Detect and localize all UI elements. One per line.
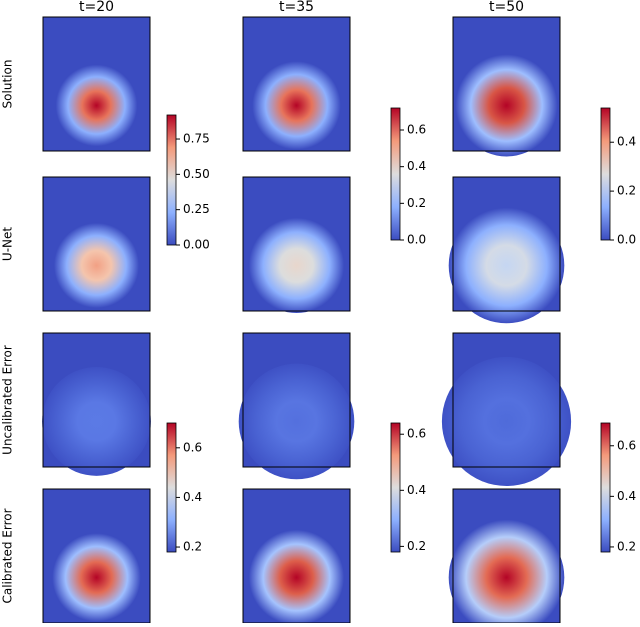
colorbar-tick-label: 0.6: [183, 440, 202, 454]
colorbar: [166, 114, 177, 246]
colorbar-tick-label: 0.2: [407, 539, 426, 553]
row-label: U-Net: [1, 227, 15, 261]
panel-frame: [42, 16, 151, 152]
colorbar-tick-label: 0.2: [617, 184, 636, 198]
colorbar-tick-label: 0.50: [183, 167, 210, 181]
panel-frame: [452, 176, 561, 312]
colorbar: [390, 107, 401, 241]
colorbar: [600, 107, 611, 241]
heatmap-blob: [441, 356, 572, 487]
heatmap-blob: [54, 222, 139, 308]
colorbar-tick-label: 0.6: [407, 123, 426, 137]
heatmap-blob: [42, 367, 151, 476]
colorbar-tick-label: 0.6: [617, 438, 636, 452]
panel-frame: [42, 332, 151, 468]
colorbar-tick-label: 0.2: [407, 196, 426, 210]
panel-frame: [242, 16, 351, 152]
colorbar-tick-label: 0.2: [617, 539, 636, 553]
colorbar-tick-label: 0.4: [617, 489, 636, 503]
heatmap-blob: [252, 61, 341, 150]
colorbar-tick-label: 0.25: [183, 202, 210, 216]
heatmap-blob: [455, 54, 558, 157]
panel-frame: [452, 332, 561, 468]
colorbar-tick-label: 0.0: [617, 233, 636, 247]
heatmap-blob: [238, 363, 355, 480]
colorbar-tick-label: 0.2: [183, 540, 202, 554]
row-label: Calibrated Error: [1, 508, 15, 603]
heatmap-blob: [248, 217, 345, 314]
heatmap-blob: [52, 533, 141, 622]
colorbar: [600, 422, 611, 553]
heatmap-blob: [448, 207, 565, 324]
colorbar-tick-label: 0.0: [407, 233, 426, 247]
colorbar: [390, 422, 401, 553]
colorbar-tick-label: 0.75: [183, 132, 210, 146]
colorbar-tick-label: 0.6: [407, 427, 426, 441]
heatmap-blob: [55, 64, 138, 147]
column-title: t=35: [279, 0, 314, 15]
panel-frame: [242, 332, 351, 468]
row-label: Uncalibrated Error: [1, 345, 15, 455]
colorbar-tick-label: 0.00: [183, 238, 210, 252]
panel-frame: [452, 16, 561, 152]
row-label: Solution: [1, 60, 15, 109]
column-title: t=50: [489, 0, 524, 15]
colorbar: [166, 422, 177, 553]
colorbar-tick-label: 0.4: [617, 135, 636, 149]
colorbar-tick-label: 0.4: [407, 483, 426, 497]
panel-frame: [42, 176, 151, 312]
column-title: t=20: [79, 0, 114, 15]
heatmap-blob: [448, 519, 565, 627]
panel-frame: [242, 176, 351, 312]
colorbar-tick-label: 0.4: [407, 159, 426, 173]
heatmap-blob: [248, 529, 345, 626]
colorbar-tick-label: 0.4: [183, 490, 202, 504]
